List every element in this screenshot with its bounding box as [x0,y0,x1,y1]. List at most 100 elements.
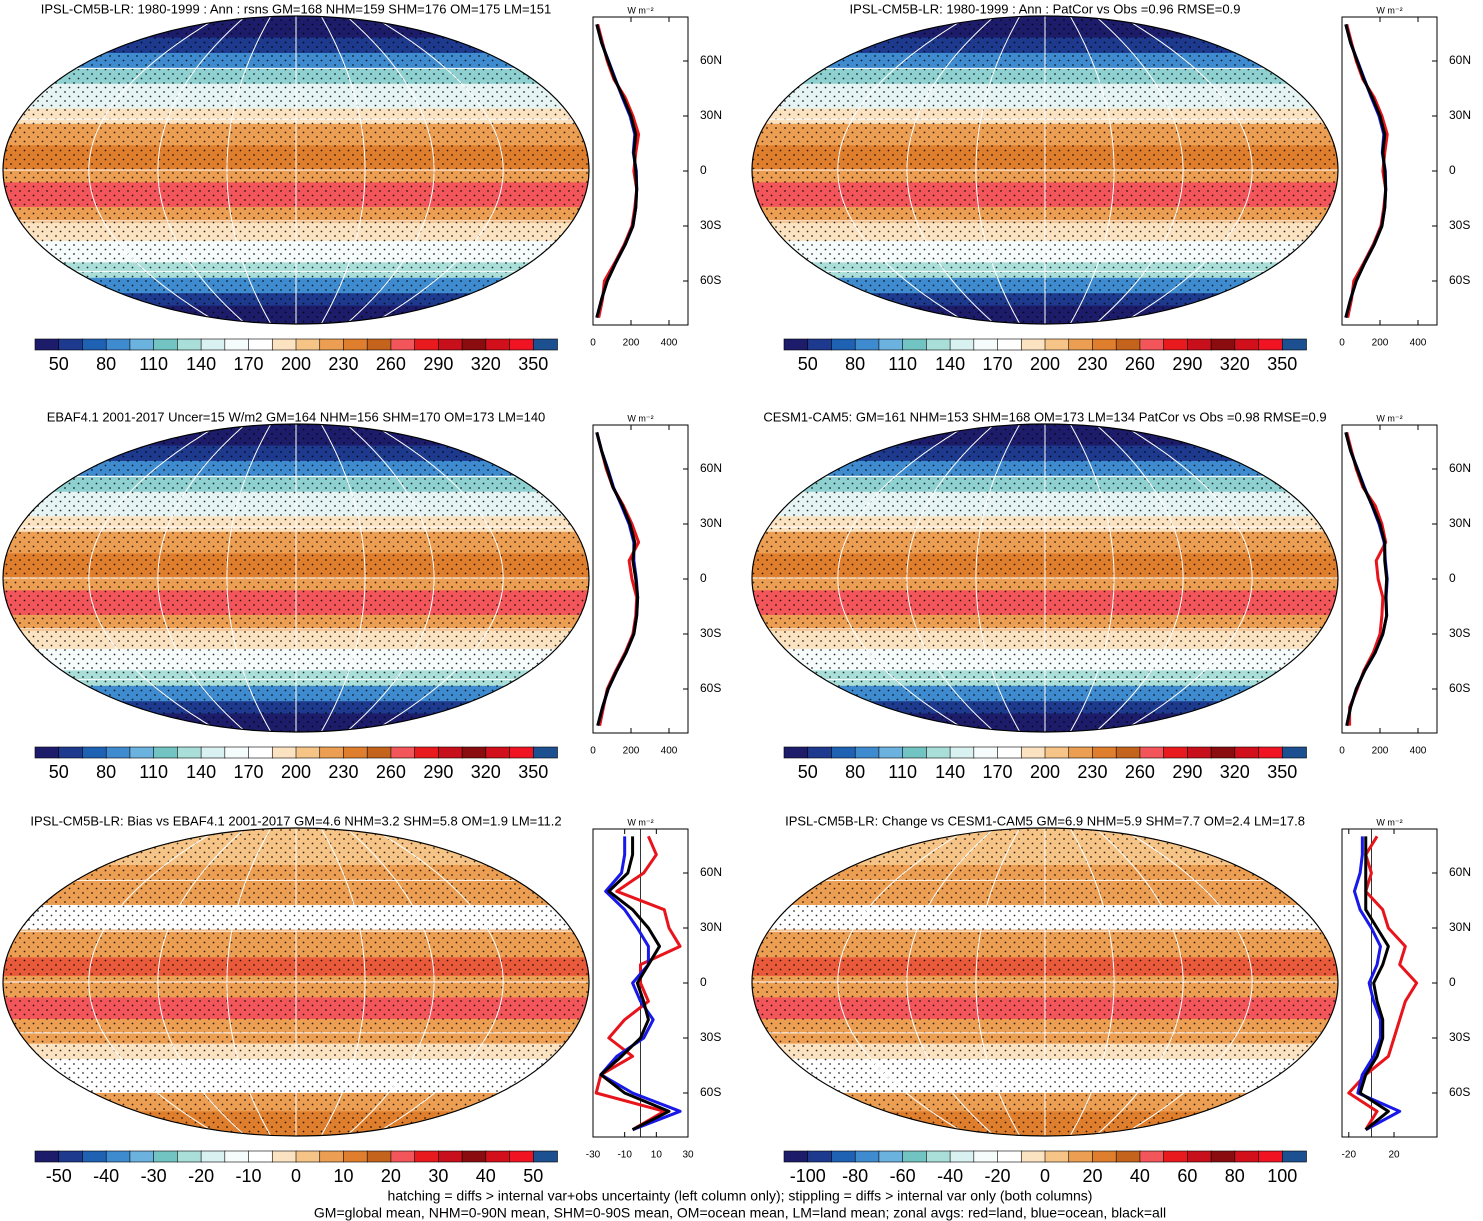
panel: IPSL-CM5B-LR: Bias vs EBAF4.1 2001-2017 … [2,813,722,1186]
colorbar-label: 140 [186,762,216,782]
colorbar-box [831,338,856,351]
colorbar-label: 170 [234,762,264,782]
colorbar-box [949,338,975,351]
panel-title: EBAF4.1 2001-2017 Uncer=15 W/m2 GM=164 N… [47,409,546,424]
colorbar-box [1020,338,1046,351]
colorbar-label: -40 [937,1166,963,1186]
x-tick-label: 400 [1410,746,1427,757]
colorbar-label: 0 [291,1166,301,1186]
colorbar-label: 230 [1077,762,1107,782]
panel-title: CESM1-CAM5: GM=161 NHM=153 SHM=168 OM=17… [763,409,1326,424]
colorbar-box [949,1150,975,1163]
y-tick-label: 60S [1449,1085,1470,1099]
colorbar-label: 260 [1125,354,1155,374]
y-tick-label: 60S [1449,681,1470,695]
colorbar-box [1210,338,1236,351]
zonal-units: W m⁻² [1376,5,1402,15]
colorbar-box [973,1150,999,1163]
x-tick-label: -20 [1342,1150,1357,1161]
map-outline [751,423,1339,733]
colorbar-box [854,1150,880,1163]
zonal-line [1344,431,1389,726]
zonal-frame [1341,828,1438,1138]
y-tick-label: 0 [1449,975,1456,989]
colorbar-label: 170 [983,762,1013,782]
map-outline [2,15,590,325]
panel-title: IPSL-CM5B-LR: Change vs CESM1-CAM5 GM=6.… [785,813,1305,828]
colorbar-box [390,746,416,759]
colorbar-box [949,746,975,759]
colorbar-label: 230 [1077,354,1107,374]
colorbar-box [319,746,345,759]
colorbar-box [1258,338,1284,351]
colorbar-box [1258,1150,1284,1163]
colorbar-label: 140 [935,762,965,782]
panel: CESM1-CAM5: GM=161 NHM=153 SHM=168 OM=17… [751,409,1471,782]
colorbar-box [926,1150,951,1163]
panel: IPSL-CM5B-LR: 1980-1999 : Ann : rsns GM=… [2,1,722,374]
y-tick-label: 60N [700,461,722,475]
y-tick-label: 30S [700,218,721,232]
colorbar-box [926,338,951,351]
colorbar-label: 260 [1125,762,1155,782]
colorbar-box [1115,746,1141,759]
panel-title: IPSL-CM5B-LR: 1980-1999 : Ann : rsns GM=… [41,1,552,16]
colorbar-box [343,1150,368,1163]
map [3,828,589,1136]
colorbar-box [1281,1150,1307,1163]
colorbar-label: 40 [1130,1166,1150,1186]
colorbar-box [1258,746,1284,759]
x-tick-label: 10 [651,1150,663,1161]
x-tick-label: 0 [1339,338,1345,349]
colorbar-box [1139,746,1165,759]
x-tick-label: 200 [1372,338,1389,349]
colorbar-box [997,746,1023,759]
colorbar-label: 260 [376,354,406,374]
colorbar-label: 350 [518,762,548,782]
colorbar-box [438,338,463,351]
panel: IPSL-CM5B-LR: 1980-1999 : Ann : PatCor v… [751,1,1471,374]
panel: EBAF4.1 2001-2017 Uncer=15 W/m2 GM=164 N… [2,409,722,782]
colorbar-box [485,746,511,759]
colorbar-box [1068,746,1094,759]
colorbar-box [807,746,833,759]
colorbar-box [878,746,904,759]
colorbar-box [997,338,1023,351]
colorbar-label: -80 [842,1166,868,1186]
colorbar-box [1163,746,1189,759]
y-tick-label: 60N [1449,865,1471,879]
x-tick-label: 200 [1372,746,1389,757]
zonal-line [594,835,682,1131]
colorbar-box [153,746,179,759]
colorbar-box [200,746,226,759]
footer-line: GM=global mean, NHM=0-90N mean, SHM=0-90… [314,1205,1166,1221]
colorbar-box [366,338,392,351]
colorbar-box [105,338,131,351]
zonal-line [599,836,671,1132]
colorbar-label: 230 [328,762,358,782]
colorbar-box [105,1150,131,1163]
y-tick-label: 0 [700,975,707,989]
colorbar-label: 170 [234,354,264,374]
colorbar-label: 100 [1267,1166,1297,1186]
map [752,828,1338,1136]
colorbar-box [532,1150,558,1163]
colorbar-label: -50 [46,1166,72,1186]
y-tick-label: 30S [700,626,721,640]
colorbar-label: -100 [790,1166,826,1186]
colorbar-box [997,1150,1023,1163]
colorbar-box [1163,338,1189,351]
zonal-line [1344,23,1388,319]
colorbar-box [902,746,928,759]
colorbar-label: 80 [96,354,116,374]
colorbar-box [271,338,297,351]
colorbar-box [1234,746,1260,759]
x-tick-label: 400 [661,338,678,349]
colorbar-box [973,338,999,351]
colorbar-label: 110 [888,354,917,374]
colorbar-label: 290 [423,762,453,782]
colorbar-box [532,746,558,759]
colorbar-label: 80 [845,762,865,782]
y-tick-label: 60S [700,1085,721,1099]
colorbar-box [509,1150,535,1163]
